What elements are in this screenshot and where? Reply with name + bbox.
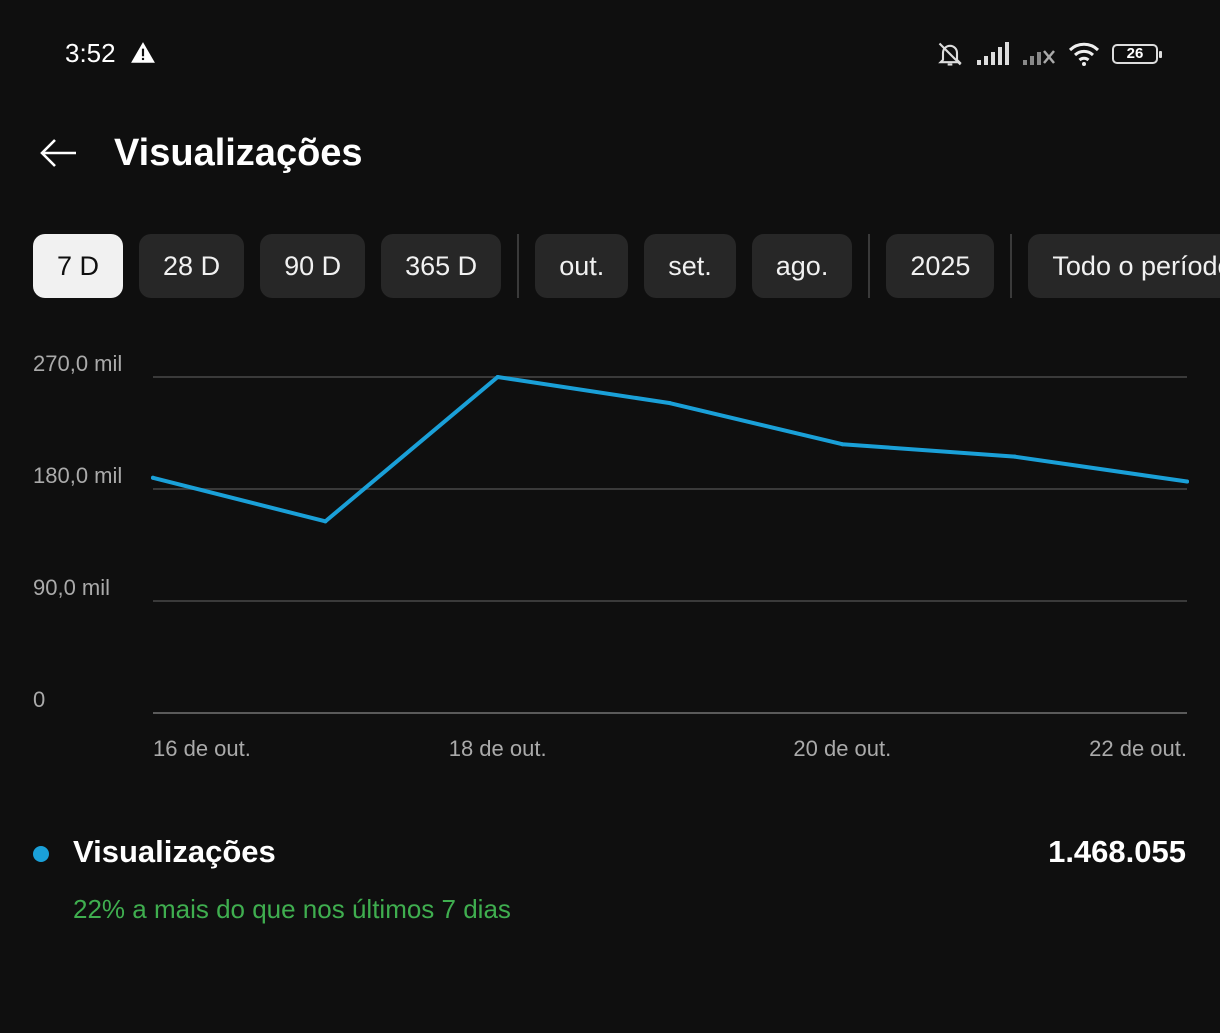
chip-28d[interactable]: 28 D xyxy=(139,234,245,298)
chip-separator xyxy=(517,234,520,298)
status-icons: 26 xyxy=(936,38,1162,70)
metric-total: 1.468.055 xyxy=(1048,834,1186,869)
page-title: Visualizações xyxy=(114,132,363,174)
chip-365d[interactable]: 365 D xyxy=(381,234,502,298)
chip-out[interactable]: out. xyxy=(535,234,629,298)
comparison-text: 22% a mais do que nos últimos 7 dias xyxy=(73,894,511,924)
data-point xyxy=(668,401,672,406)
signal-icon xyxy=(977,42,1009,65)
chart-gridlines xyxy=(153,376,1187,714)
views-series-line xyxy=(151,375,1189,524)
chip-90d[interactable]: 90 D xyxy=(260,234,366,298)
chip-all-time[interactable]: Todo o período xyxy=(1028,234,1220,298)
x-tick-label: 16 de out. xyxy=(153,736,251,761)
legend-label: Visualizações xyxy=(73,834,276,869)
arrow-left-icon[interactable] xyxy=(36,130,82,176)
app-header: Visualizações xyxy=(0,108,1220,198)
chip-2025[interactable]: 2025 xyxy=(886,234,995,298)
chart-y-axis: 0 90,0 mil 180,0 mil 270,0 mil xyxy=(33,351,122,712)
data-point xyxy=(840,442,845,447)
period-filter-chips: 7 D 28 D 90 D 365 D out. set. ago. 2025 Todo o p… xyxy=(33,234,1220,298)
metric-summary: Visualizações 1.468.055 22% a mais do qu… xyxy=(0,820,1220,930)
wifi-icon xyxy=(1068,42,1100,66)
status-bar: 3:52 2 xyxy=(0,0,1220,108)
x-tick-label: 22 de out. xyxy=(1089,736,1187,761)
chip-separator xyxy=(868,234,871,298)
battery-icon: 26 xyxy=(1112,44,1162,64)
y-tick-label: 270,0 mil xyxy=(33,351,122,376)
data-point xyxy=(1185,479,1189,484)
y-tick-label: 0 xyxy=(33,687,45,712)
y-tick-label: 90,0 mil xyxy=(33,575,110,600)
chart-series xyxy=(151,375,1189,524)
chart-x-axis: 16 de out. 18 de out. 20 de out. 22 de out. xyxy=(153,736,1187,761)
data-point xyxy=(1012,454,1017,459)
data-point xyxy=(151,475,155,480)
status-time: 3:52 xyxy=(65,38,116,68)
x-tick-label: 18 de out. xyxy=(449,736,547,761)
chip-ago[interactable]: ago. xyxy=(751,234,853,298)
chip-separator xyxy=(1010,234,1013,298)
bell-off-icon xyxy=(938,42,962,66)
chip-set[interactable]: set. xyxy=(644,234,736,298)
data-point xyxy=(495,375,500,379)
legend-dot xyxy=(33,846,49,862)
chip-7d[interactable]: 7 D xyxy=(33,234,124,298)
warning-icon xyxy=(131,42,155,63)
x-tick-label: 20 de out. xyxy=(793,736,891,761)
y-tick-label: 180,0 mil xyxy=(33,463,122,488)
signal-no-service-icon xyxy=(1023,50,1055,65)
battery-level: 26 xyxy=(1126,45,1144,62)
views-line-chart: 0 90,0 mil 180,0 mil 270,0 mil 16 de out. 18… xyxy=(33,351,1189,761)
data-point xyxy=(323,519,328,524)
